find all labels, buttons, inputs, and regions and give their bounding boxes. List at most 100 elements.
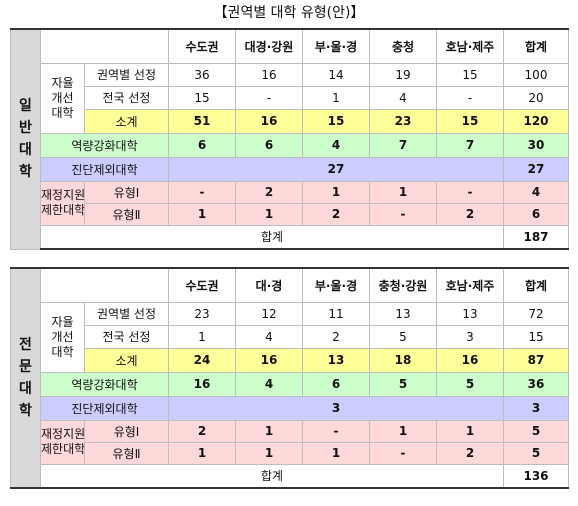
cell: 13 (436, 301, 504, 326)
excluded-value: 27 (168, 156, 504, 182)
cell: 1 (235, 441, 303, 465)
cell: 6 (168, 132, 236, 158)
cell: - (235, 85, 303, 110)
cell: 13 (302, 347, 370, 373)
cell: 36 (168, 62, 236, 87)
cell: - (436, 180, 504, 204)
cell: 15 (168, 85, 236, 110)
total-label: 합계 (40, 463, 504, 489)
cell: 2 (302, 324, 370, 349)
cell: 11 (302, 301, 370, 326)
cell: 5 (503, 419, 569, 443)
col-header: 호남·제주 (436, 28, 504, 64)
cell: 1 (369, 180, 437, 204)
cell: 2 (436, 441, 504, 465)
row-label: 소계 (84, 108, 169, 134)
cell: 2 (168, 419, 236, 443)
cell: 5 (369, 371, 437, 397)
cell: 7 (369, 132, 437, 158)
college-table: 전 문 대 학 수도권 대·경 부·울·경 충청·강원 호남·제주 합계 자율 개… (10, 267, 569, 489)
section-label: 전 문 대 학 (10, 267, 41, 489)
cell: 3 (436, 324, 504, 349)
cell: 51 (168, 108, 236, 134)
cell: 4 (369, 85, 437, 110)
cell: 1 (369, 419, 437, 443)
col-header: 호남·제주 (436, 267, 504, 303)
total-value: 136 (503, 463, 569, 489)
cell: 100 (503, 62, 569, 87)
cell: 15 (503, 324, 569, 349)
cell: 14 (302, 62, 370, 87)
cell: 1 (302, 180, 370, 204)
row-label: 전국 선정 (84, 85, 169, 110)
excluded-label: 진단제외대학 (40, 156, 169, 182)
cell: 36 (503, 371, 569, 397)
cell: 13 (369, 301, 437, 326)
cell: 12 (235, 301, 303, 326)
capacity-label: 역량강화대학 (40, 132, 169, 158)
cell: 4 (503, 180, 569, 204)
table-title: 【권역별 대학 유형(안)】 (213, 5, 365, 21)
row-label: 권역별 선정 (84, 62, 169, 87)
cell: 7 (436, 132, 504, 158)
cell: 1 (436, 419, 504, 443)
general-university-table: 일 반 대 학 수도권 대경·강원 부·울·경 충청 호남·제주 합계 자율 개선… (10, 28, 569, 250)
excluded-value: 3 (168, 395, 504, 421)
cell: - (369, 441, 437, 465)
cell: 16 (436, 347, 504, 373)
cell: 30 (503, 132, 569, 158)
capacity-label: 역량강화대학 (40, 371, 169, 397)
excluded-total: 3 (503, 395, 569, 421)
cell: - (436, 85, 504, 110)
col-header: 부·울·경 (302, 28, 370, 64)
cell: - (369, 202, 437, 226)
cell: 16 (235, 347, 303, 373)
cell: 16 (235, 62, 303, 87)
cell: 6 (235, 132, 303, 158)
cell: 18 (369, 347, 437, 373)
cell: 15 (436, 62, 504, 87)
cell: 4 (235, 324, 303, 349)
cell: 87 (503, 347, 569, 373)
restricted-group-label: 재정지원 제한대학 (40, 180, 85, 226)
header-blank (40, 28, 169, 64)
cell: 4 (235, 371, 303, 397)
row-label: 유형Ⅱ (84, 202, 169, 226)
cell: 19 (369, 62, 437, 87)
col-header: 충청·강원 (369, 267, 437, 303)
row-label: 소계 (84, 347, 169, 373)
cell: 23 (369, 108, 437, 134)
cell: - (302, 419, 370, 443)
total-label: 합계 (40, 224, 504, 250)
col-header: 대·경 (235, 267, 303, 303)
cell: 20 (503, 85, 569, 110)
col-header: 충청 (369, 28, 437, 64)
row-label: 유형Ⅰ (84, 419, 169, 443)
col-header: 부·울·경 (302, 267, 370, 303)
total-value: 187 (503, 224, 569, 250)
cell: 24 (168, 347, 236, 373)
cell: 16 (235, 108, 303, 134)
cell: 1 (168, 202, 236, 226)
cell: 5 (503, 441, 569, 465)
row-label: 유형Ⅰ (84, 180, 169, 204)
cell: 1 (168, 324, 236, 349)
row-label: 권역별 선정 (84, 301, 169, 326)
row-label: 유형Ⅱ (84, 441, 169, 465)
cell: 1 (235, 419, 303, 443)
header-blank (40, 267, 169, 303)
cell: 6 (302, 371, 370, 397)
cell: 15 (436, 108, 504, 134)
col-header: 수도권 (168, 267, 236, 303)
col-header: 합계 (503, 28, 569, 64)
cell: 2 (302, 202, 370, 226)
cell: 2 (436, 202, 504, 226)
cell: 4 (302, 132, 370, 158)
cell: 72 (503, 301, 569, 326)
autonomous-group-label: 자율 개선 대학 (40, 301, 85, 373)
col-header: 대경·강원 (235, 28, 303, 64)
cell: 6 (503, 202, 569, 226)
cell: 120 (503, 108, 569, 134)
cell: 5 (436, 371, 504, 397)
section-label: 일 반 대 학 (10, 28, 41, 250)
